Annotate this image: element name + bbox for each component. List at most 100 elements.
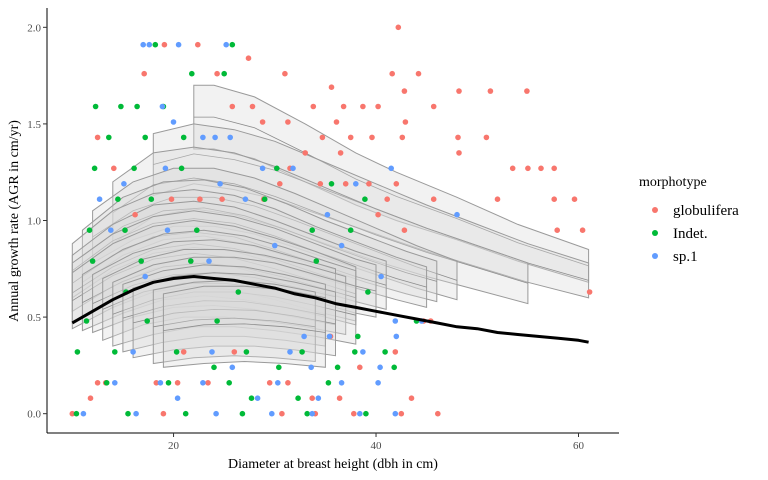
data-point [357, 364, 363, 371]
data-point [254, 395, 261, 402]
posterior-mean-line [72, 231, 387, 286]
data-point [302, 150, 309, 156]
data-point [108, 227, 114, 233]
data-point [494, 196, 501, 202]
data-point [134, 103, 140, 110]
data-point [308, 364, 315, 371]
uncertainty-band [71, 189, 428, 309]
uncertainty-band [112, 146, 529, 305]
data-point [229, 41, 236, 48]
data-point [285, 380, 291, 386]
data-point [456, 88, 462, 94]
data-point [375, 380, 381, 386]
data-point [366, 181, 372, 187]
data-point [125, 410, 131, 417]
data-point [189, 70, 195, 77]
data-point [352, 349, 358, 355]
uncertainty-band [152, 279, 316, 365]
data-point [272, 242, 278, 249]
data-point [369, 134, 375, 141]
data-point [408, 395, 415, 402]
data-point [277, 181, 283, 187]
data-point [214, 70, 220, 77]
data-point [415, 70, 422, 77]
data-point [328, 84, 335, 90]
data-point [249, 103, 256, 110]
data-point [276, 364, 282, 371]
data-point [209, 349, 215, 355]
data-points [69, 24, 593, 417]
data-point [393, 333, 400, 340]
data-point [401, 88, 408, 94]
data-point [399, 134, 406, 141]
data-point [337, 150, 344, 156]
x-tick-label: 40 [371, 440, 383, 452]
data-point [106, 134, 112, 141]
data-point [206, 258, 212, 264]
data-point [304, 410, 311, 417]
data-point [69, 410, 76, 417]
data-point [235, 289, 242, 295]
data-point [115, 196, 121, 202]
data-point [287, 349, 293, 355]
data-point [223, 41, 229, 48]
data-point [259, 119, 266, 125]
posterior-mean-line [193, 116, 589, 267]
data-point [231, 349, 238, 355]
uncertainty-bands [71, 84, 590, 368]
data-point [161, 41, 168, 48]
data-point [180, 349, 187, 355]
y-tick-label: 2.0 [27, 22, 41, 34]
data-point [200, 134, 206, 141]
data-point [334, 364, 341, 371]
data-point [525, 165, 531, 172]
posterior-mean-line [72, 252, 356, 302]
data-point [392, 349, 399, 355]
data-point [175, 41, 182, 48]
data-point [313, 258, 320, 264]
legend-entries: globulifera Indet. sp.1 [652, 203, 739, 265]
data-point [338, 242, 345, 249]
data-point [487, 88, 494, 94]
data-point [118, 103, 124, 110]
legend-label: Indet. [673, 226, 708, 242]
data-point [86, 227, 93, 233]
data-point [212, 134, 218, 141]
data-point [392, 410, 399, 417]
data-point [571, 196, 578, 202]
data-point [112, 349, 118, 355]
data-point [142, 273, 148, 280]
y-tick-label: 1.5 [27, 119, 41, 131]
posterior-mean-line [122, 300, 326, 319]
data-point [259, 165, 266, 172]
data-point [188, 258, 194, 264]
data-point [279, 410, 285, 417]
data-point [214, 318, 220, 324]
data-point [398, 410, 405, 417]
data-point [333, 119, 340, 125]
data-point [309, 410, 316, 417]
data-point [80, 410, 87, 417]
data-point [393, 181, 400, 187]
data-point [227, 134, 233, 141]
data-point [430, 196, 437, 202]
data-point [131, 165, 137, 172]
data-point [92, 103, 99, 110]
data-point [586, 289, 593, 295]
data-point [153, 380, 160, 386]
legend-key [652, 253, 658, 259]
data-point [454, 211, 460, 218]
data-point [389, 70, 396, 77]
data-point [378, 273, 384, 280]
data-point [74, 349, 81, 355]
data-point [142, 134, 148, 141]
data-point [243, 349, 250, 355]
data-point [395, 24, 402, 31]
data-point [384, 196, 391, 202]
y-tick-label: 0.5 [27, 312, 41, 324]
legend-title: morphotype [639, 175, 707, 190]
data-point [342, 181, 349, 187]
posterior-mean-line [133, 308, 336, 325]
data-point [355, 333, 361, 340]
